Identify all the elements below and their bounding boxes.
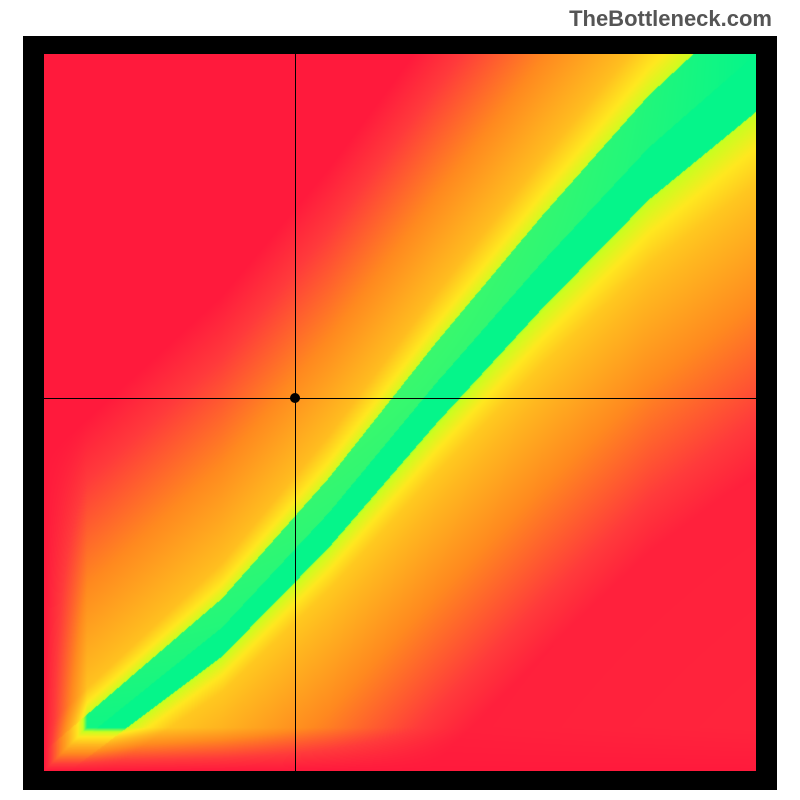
heatmap-plot	[44, 54, 756, 771]
watermark-text: TheBottleneck.com	[569, 6, 772, 32]
crosshair-vertical	[295, 54, 296, 771]
heatmap-canvas	[44, 54, 756, 771]
image-root: TheBottleneck.com	[0, 0, 800, 800]
crosshair-horizontal	[44, 398, 756, 399]
crosshair-marker	[290, 393, 300, 403]
plot-frame	[23, 36, 777, 790]
